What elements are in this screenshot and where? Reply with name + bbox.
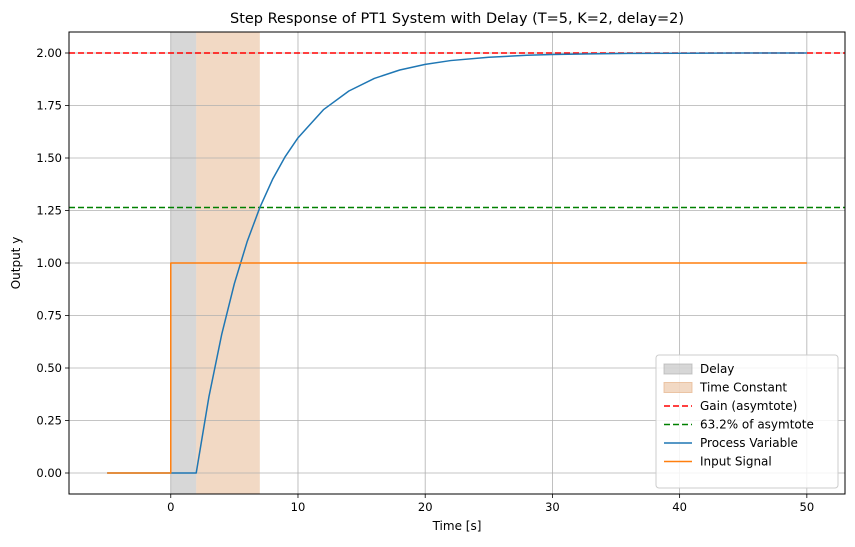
y-tick-label: 1.00 bbox=[36, 256, 62, 270]
y-tick-label: 0.75 bbox=[36, 309, 62, 323]
tick-layer: 0 10 20 30 40 50 0.00 0.25 0.50 0.75 1.00 1.25 1.50 1… bbox=[36, 46, 814, 514]
y-tick-label: 2.00 bbox=[36, 46, 62, 60]
y-axis-label: Output y bbox=[9, 237, 23, 290]
y-tick-label: 1.25 bbox=[36, 204, 62, 218]
y-tick-label: 0.25 bbox=[36, 414, 62, 428]
legend-box bbox=[655, 354, 839, 489]
chart-title: Step Response of PT1 System with Delay (… bbox=[230, 11, 684, 27]
series-layer bbox=[107, 52, 807, 474]
x-tick-label: 10 bbox=[291, 500, 306, 514]
process-variable-line bbox=[107, 52, 807, 474]
x-tick-label: 30 bbox=[545, 500, 560, 514]
x-tick-label: 50 bbox=[800, 500, 815, 514]
y-tick-label: 1.75 bbox=[36, 99, 62, 113]
legend-label: 63.2% of asymtote bbox=[700, 418, 814, 432]
x-tick-label: 20 bbox=[418, 500, 433, 514]
legend-label: Time Constant bbox=[699, 381, 787, 395]
legend-label: Input Signal bbox=[700, 455, 772, 469]
legend-label: Delay bbox=[700, 362, 734, 376]
x-tick-label: 40 bbox=[672, 500, 687, 514]
x-axis-label: Time [s] bbox=[432, 519, 482, 533]
y-tick-label: 0.00 bbox=[36, 466, 62, 480]
hline-layer bbox=[69, 52, 845, 209]
input-signal-line bbox=[107, 262, 807, 474]
legend: Delay Time Constant Gain (asymtote) 63.2% o… bbox=[655, 354, 839, 489]
x-tick-label: 0 bbox=[167, 500, 174, 514]
legend-swatch bbox=[663, 363, 693, 375]
legend-label: Gain (asymtote) bbox=[700, 399, 797, 413]
legend-swatch bbox=[663, 382, 693, 393]
y-tick-label: 0.50 bbox=[36, 361, 62, 375]
y-tick-label: 1.50 bbox=[36, 151, 62, 165]
legend-label: Process Variable bbox=[700, 436, 798, 450]
